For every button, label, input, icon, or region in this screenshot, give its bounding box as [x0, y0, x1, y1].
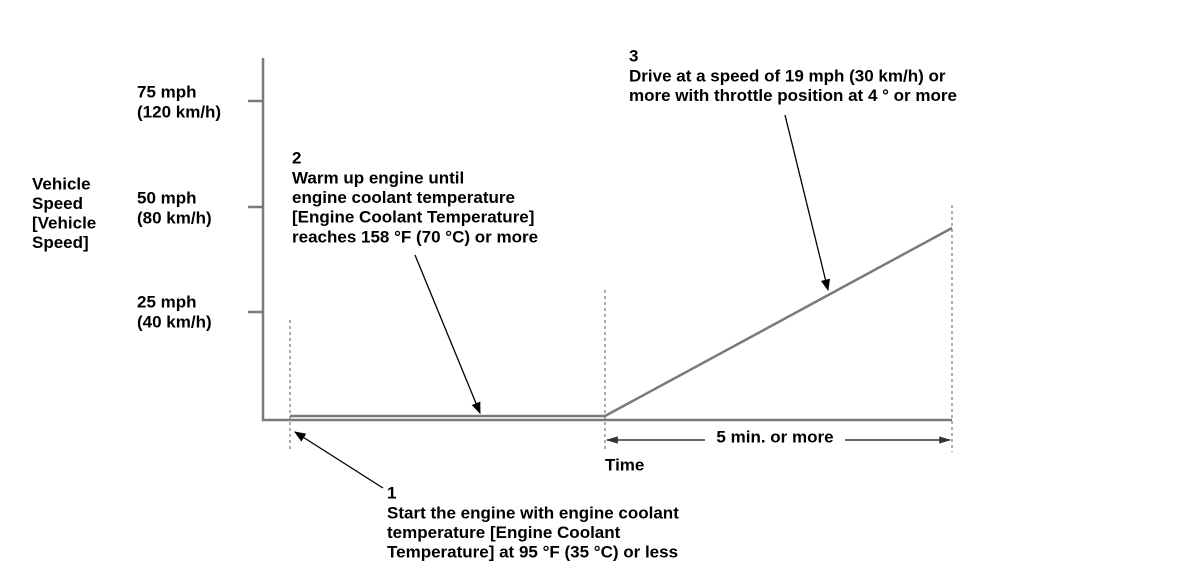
x-axis-label: Time	[605, 455, 644, 474]
step-text: reaches 158 °F (70 °C) or more	[292, 227, 538, 246]
step-text: more with throttle position at 4 ° or mo…	[629, 86, 957, 105]
step-number: 2	[292, 148, 301, 167]
step-text: Drive at a speed of 19 mph (30 km/h) or	[629, 66, 946, 85]
y-tick-label: (40 km/h)	[137, 312, 212, 331]
y-tick-label: 75 mph	[137, 82, 197, 101]
y-tick-label: (120 km/h)	[137, 102, 221, 121]
duration-label: 5 min. or more	[716, 427, 833, 446]
step-text: Start the engine with engine coolant	[387, 503, 679, 522]
y-tick-label: 50 mph	[137, 188, 197, 207]
y-axis-label: Vehicle	[32, 174, 91, 193]
step-text: engine coolant temperature	[292, 188, 515, 207]
speed-trace	[290, 226, 953, 418]
step-number: 3	[629, 46, 638, 65]
y-axis-label: Speed]	[32, 233, 89, 252]
y-axis-label: [Vehicle	[32, 213, 96, 232]
step-text: Temperature] at 95 °F (35 °C) or less	[387, 543, 678, 562]
step-number: 1	[387, 483, 396, 502]
y-tick-label: 25 mph	[137, 292, 197, 311]
y-tick-label: (80 km/h)	[137, 208, 212, 227]
step-text: temperature [Engine Coolant	[387, 523, 621, 542]
step-text: [Engine Coolant Temperature]	[292, 208, 534, 227]
y-axis-label: Speed	[32, 194, 83, 213]
step-text: Warm up engine until	[292, 168, 464, 187]
pointer	[784, 114, 831, 292]
axes	[261, 58, 952, 422]
pointer	[414, 254, 481, 415]
pointer	[294, 431, 384, 489]
